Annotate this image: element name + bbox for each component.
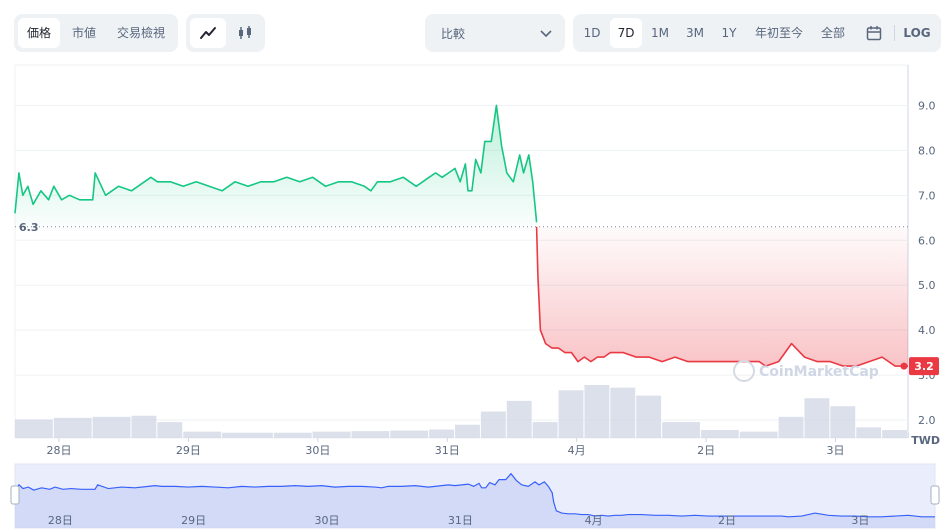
range-7d[interactable]: 7D: [610, 18, 642, 48]
range-ytd[interactable]: 年初至今: [754, 26, 803, 40]
volume-bar: [908, 432, 909, 438]
navigator-line: [14, 472, 935, 518]
navigator-tick-label: 31日: [448, 514, 473, 527]
y-tick-label: 4.0: [918, 324, 936, 337]
y-tick-label: 5.0: [918, 279, 936, 292]
x-tick-label: 3日: [827, 444, 845, 457]
series-line-0: [14, 104, 538, 223]
navigator-area: [15, 473, 935, 528]
currency-label: TWD: [911, 434, 940, 447]
y-tick-label: 8.0: [918, 144, 936, 157]
range-1y[interactable]: 1Y: [721, 26, 737, 40]
volume-bar: [558, 390, 584, 438]
volume-bar: [610, 387, 636, 438]
volume-bar: [351, 431, 390, 438]
volume-bar: [778, 416, 804, 438]
x-tick-label: 30日: [305, 444, 330, 457]
range-all[interactable]: 全部: [820, 26, 845, 40]
compare-label: 比較: [441, 27, 466, 41]
volume-bar: [856, 427, 882, 438]
volume-bar: [273, 432, 312, 438]
navigator-tick-label: 4月: [585, 514, 603, 527]
volume-bar: [390, 430, 429, 438]
watermark-logo: [733, 360, 755, 382]
current-price-label: 3.2: [914, 360, 934, 373]
navigator-tick-label: 30日: [315, 514, 340, 527]
y-tick-label: 2.0: [918, 414, 936, 427]
navigator-tick-label: 29日: [181, 514, 206, 527]
volume-bar: [429, 429, 455, 438]
range-group: 1D 7D 1M 3M 1Y 年初至今 全部 LOG: [573, 14, 941, 52]
tab-market-cap[interactable]: 市値: [71, 26, 96, 40]
chart-panel: [14, 64, 909, 439]
volume-bar: [222, 432, 273, 438]
volume-bar: [183, 431, 222, 438]
navigator-left-handle: [10, 485, 20, 505]
volume-bar: [830, 406, 856, 438]
volume-bar: [92, 416, 131, 438]
navigator-tick-label: 28日: [48, 514, 73, 527]
current-price-dot: [900, 362, 908, 370]
navigator-tick-label: 2日: [718, 514, 736, 527]
candlestick-icon: [239, 26, 251, 39]
tab-price[interactable]: 価格: [18, 18, 60, 48]
series-area-0: [15, 105, 537, 227]
y-tick-label: 3.0: [918, 369, 936, 382]
watermark-text: CoinMarketCap: [759, 364, 879, 380]
volume-bar: [584, 385, 610, 438]
navigator-right-handle: [930, 485, 940, 505]
volume-bar: [506, 400, 532, 438]
x-tick-label: 4月: [568, 444, 586, 457]
volume-bar: [636, 395, 662, 438]
series-area-1: [536, 226, 908, 367]
range-divider: [894, 25, 895, 41]
y-tick-label: 7.0: [918, 189, 936, 202]
x-tick-label: 29日: [176, 444, 201, 457]
candlestick-button[interactable]: [228, 18, 262, 48]
volume-bar: [662, 422, 700, 438]
range-3m[interactable]: 3M: [686, 26, 704, 40]
date-range-button[interactable]: [857, 18, 891, 48]
volume-bar: [700, 430, 739, 438]
calendar-icon: [866, 26, 882, 41]
current-price-tag: [909, 357, 939, 376]
y-tick-label: 9.0: [918, 99, 936, 112]
chart-type-group: [186, 14, 265, 52]
line-chart-button[interactable]: [190, 18, 226, 48]
tab-trading-view[interactable]: 交易檢視: [116, 26, 165, 40]
range-1m[interactable]: 1M: [651, 26, 669, 40]
x-tick-label: 28日: [47, 444, 72, 457]
baseline-label: 6.3: [19, 221, 39, 234]
compare-dropdown[interactable]: 比較: [425, 14, 565, 52]
volume-bar: [157, 422, 183, 438]
volume-bar: [804, 398, 830, 438]
series-line-1: [535, 226, 908, 367]
volume-bar: [480, 411, 506, 438]
x-tick-label: 2日: [697, 444, 715, 457]
volume-bar: [131, 415, 157, 438]
navigator-tick-label: 3日: [851, 514, 869, 527]
range-1d[interactable]: 1D: [583, 26, 601, 40]
volume-bar: [53, 417, 92, 438]
navigator-panel: [14, 463, 936, 529]
chevron-down-icon: [540, 30, 552, 38]
volume-bar: [15, 419, 53, 438]
x-tick-label: 31日: [435, 444, 460, 457]
volume-bar: [455, 424, 480, 438]
metric-tab-group: 価格 市値 交易檢視: [14, 14, 178, 52]
volume-bar: [312, 431, 351, 438]
line-chart-icon: [200, 27, 216, 39]
y-tick-label: 6.0: [918, 234, 936, 247]
volume-bar: [882, 430, 907, 438]
log-scale-toggle[interactable]: LOG: [903, 26, 931, 40]
volume-bar: [739, 431, 778, 438]
volume-bar: [532, 422, 558, 438]
